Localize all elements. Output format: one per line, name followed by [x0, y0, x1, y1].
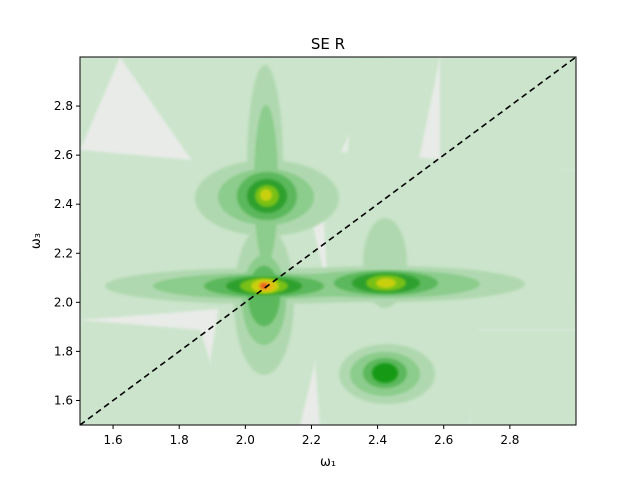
y-tick-label: 2.4: [54, 197, 73, 211]
y-tick-label: 2.2: [54, 246, 73, 260]
plot-area: [80, 57, 576, 425]
y-axis-label: ω₃: [29, 233, 44, 249]
x-tick-label: 2.6: [434, 433, 453, 447]
plot-frame: [79, 56, 577, 426]
y-tick-label: 2.8: [54, 99, 73, 113]
chart-title: SE R: [311, 35, 345, 53]
contour-region: [80, 57, 120, 150]
x-tick-label: 2.4: [368, 433, 387, 447]
contour-region: [470, 330, 576, 425]
x-tick-label: 2.0: [236, 433, 255, 447]
y-axis: 1.6 1.8 2.0 2.2 2.4 2.6 2.8: [54, 99, 80, 407]
y-tick-label: 1.6: [54, 393, 73, 407]
contour-region: [80, 320, 230, 425]
contour-region: [372, 363, 398, 383]
y-tick-label: 2.6: [54, 148, 73, 162]
x-axis: 1.6 1.8 2.0 2.2 2.4 2.6 2.8: [104, 425, 519, 447]
contour-region: [260, 189, 272, 201]
x-axis-label: ω₁: [320, 455, 336, 470]
x-tick-label: 2.2: [302, 433, 321, 447]
contour-region: [376, 278, 396, 288]
contour-fills: [80, 57, 576, 425]
y-tick-label: 2.0: [54, 295, 73, 309]
x-tick-label: 2.8: [500, 433, 519, 447]
x-tick-label: 1.6: [104, 433, 123, 447]
diagonal-line: [80, 57, 576, 425]
y-tick-label: 1.8: [54, 344, 73, 358]
contour-region: [440, 57, 576, 170]
x-tick-label: 1.8: [170, 433, 189, 447]
